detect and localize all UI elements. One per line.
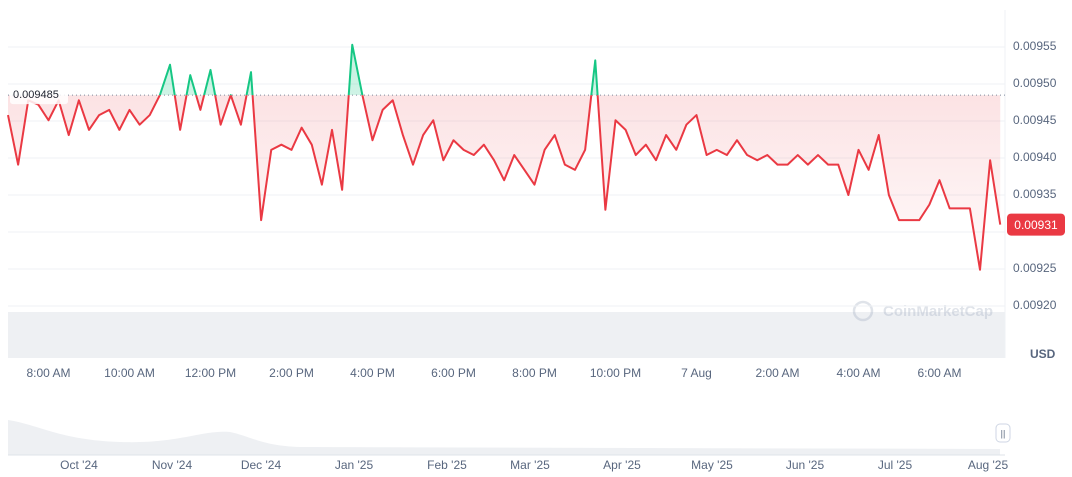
area-below: [8, 95, 1001, 270]
x-tick-label: 2:00 AM: [755, 366, 799, 380]
watermark-logo: [852, 300, 874, 322]
volume-band: [8, 312, 1005, 358]
x-tick-label: 12:00 PM: [185, 366, 236, 380]
navigator-label: Apr '25: [603, 458, 641, 472]
reference-label-box: [10, 86, 68, 105]
navigator-label: Jun '25: [786, 458, 825, 472]
handle-grip: ||: [1001, 428, 1006, 438]
navigator-handle[interactable]: [995, 423, 1011, 443]
navigator-label: Aug '25: [968, 458, 1009, 472]
y-tick-label: 0.00925: [1013, 261, 1057, 275]
navigator-label: Feb '25: [427, 458, 467, 472]
x-tick-label: 7 Aug: [681, 366, 712, 380]
navigator-label: Jul '25: [878, 458, 913, 472]
reference-label: 0.009485: [13, 89, 59, 101]
price-line-up: [158, 43, 599, 96]
y-tick-label: 0.00955: [1013, 39, 1057, 53]
watermark-group: CoinMarketCap: [852, 300, 993, 322]
x-tick-label: 4:00 PM: [350, 366, 395, 380]
navigator-label: Dec '24: [241, 458, 282, 472]
x-tick-label: 8:00 PM: [512, 366, 557, 380]
y-tick-label: 0.00935: [1013, 187, 1057, 201]
price-line-down: [7, 95, 1002, 271]
navigator-label: Mar '25: [510, 458, 550, 472]
y-tick-label: 0.00945: [1013, 113, 1057, 127]
x-tick-label: 2:00 PM: [269, 366, 314, 380]
watermark: CoinMarketCap: [883, 303, 993, 320]
current-price-box: [1007, 213, 1065, 236]
navigator-label: Oct '24: [60, 458, 98, 472]
x-tick-label: 4:00 AM: [836, 366, 880, 380]
navigator-label: Jan '25: [335, 458, 374, 472]
x-tick-label: 6:00 PM: [431, 366, 476, 380]
axis-unit: USD: [1030, 347, 1056, 361]
x-tick-label: 8:00 AM: [26, 366, 70, 380]
navigator-label: May '25: [691, 458, 733, 472]
navigator-area: [8, 420, 1000, 455]
x-tick-label: 10:00 PM: [590, 366, 641, 380]
y-tick-label: 0.00950: [1013, 76, 1057, 90]
y-tick-label: 0.00920: [1013, 298, 1057, 312]
x-tick-label: 6:00 AM: [917, 366, 961, 380]
y-tick-label: 0.00940: [1013, 150, 1057, 164]
navigator-label: Nov '24: [152, 458, 193, 472]
x-tick-label: 10:00 AM: [104, 366, 155, 380]
current-price-label: 0.00931: [1014, 218, 1058, 232]
